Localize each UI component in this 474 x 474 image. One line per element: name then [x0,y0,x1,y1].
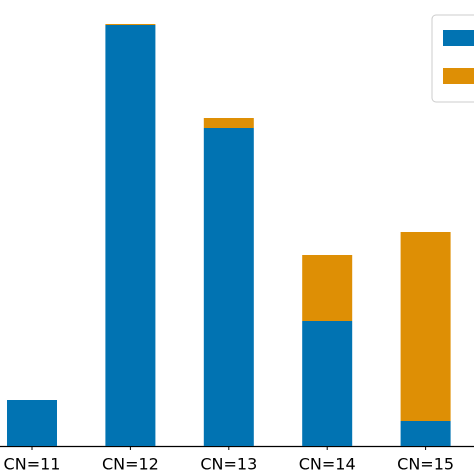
bar-segment [105,24,156,25]
x-tick-label: CN=13 [200,455,257,474]
x-tick-label: CN=15 [397,455,454,474]
legend-box [431,14,474,103]
bar-segment [7,400,57,446]
bar-segment [203,118,254,128]
bar-segment [105,25,156,446]
x-tick-label: CN=12 [102,455,159,474]
bar-segment [400,232,451,421]
x-tick-label: CN=11 [4,455,61,474]
bar-segment [302,321,353,446]
x-tick-label: CN=14 [299,455,356,474]
legend-swatch [443,68,474,84]
legend-swatch [443,30,474,46]
bar-segment [302,255,353,321]
bar-segment [400,421,451,446]
bar-segment [203,128,254,446]
